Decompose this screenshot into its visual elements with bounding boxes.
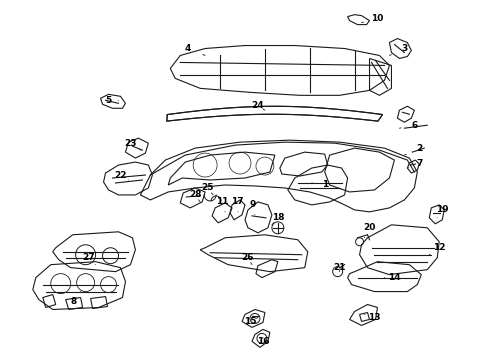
Text: 9: 9 [250, 201, 256, 210]
Text: 22: 22 [114, 171, 127, 180]
Text: 11: 11 [216, 197, 228, 206]
Text: 10: 10 [371, 14, 384, 23]
Text: 19: 19 [436, 206, 448, 215]
Text: 26: 26 [242, 253, 254, 262]
Text: 23: 23 [124, 139, 137, 148]
Text: 6: 6 [411, 121, 417, 130]
Text: 28: 28 [189, 190, 201, 199]
Text: 5: 5 [105, 96, 112, 105]
Text: 15: 15 [244, 317, 256, 326]
Text: 1: 1 [321, 180, 328, 189]
Text: 20: 20 [363, 223, 376, 232]
Text: 27: 27 [82, 253, 95, 262]
Text: 17: 17 [231, 197, 244, 206]
Text: 21: 21 [333, 263, 346, 272]
Text: 25: 25 [201, 184, 214, 193]
Text: 4: 4 [185, 44, 192, 53]
Text: 7: 7 [416, 158, 422, 167]
Text: 2: 2 [416, 144, 422, 153]
Circle shape [272, 222, 284, 234]
Text: 14: 14 [388, 273, 401, 282]
Text: 12: 12 [433, 243, 445, 252]
Text: 8: 8 [71, 297, 77, 306]
Text: 16: 16 [257, 337, 269, 346]
Text: 13: 13 [368, 313, 381, 322]
Text: 24: 24 [252, 101, 264, 110]
Polygon shape [167, 106, 383, 121]
Text: 18: 18 [271, 213, 284, 222]
Text: 3: 3 [401, 44, 408, 53]
